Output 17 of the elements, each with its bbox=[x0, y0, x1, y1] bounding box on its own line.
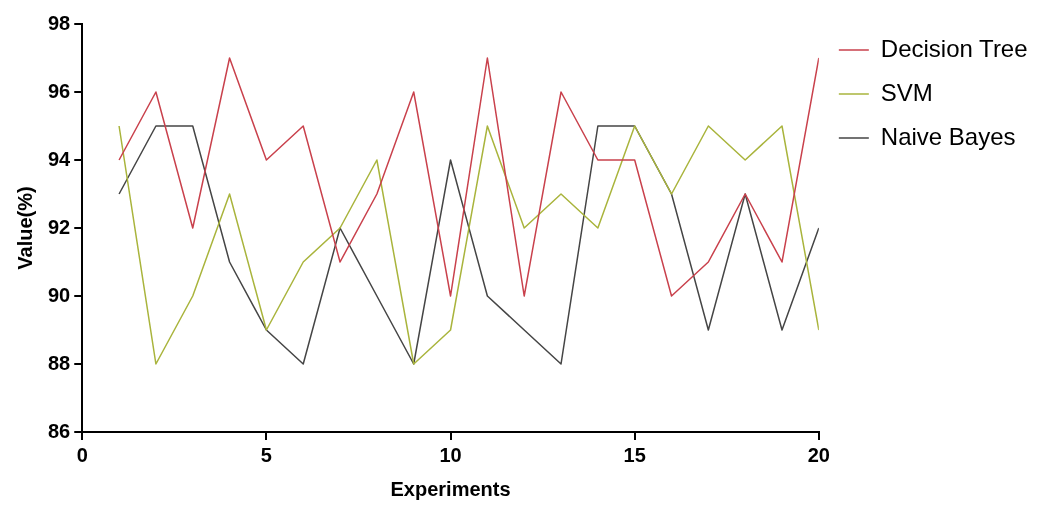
legend-label: Decision Tree bbox=[880, 34, 1028, 62]
y-tick-label: 96 bbox=[48, 79, 71, 102]
y-tick-label: 90 bbox=[48, 283, 71, 306]
x-tick-label: 15 bbox=[623, 443, 646, 466]
y-axis-title: Value(%) bbox=[13, 186, 36, 270]
x-tick-label: 10 bbox=[439, 443, 462, 466]
y-tick-label: 94 bbox=[48, 147, 72, 170]
legend-label: Naive Bayes bbox=[880, 122, 1016, 150]
x-axis-title: Experiments bbox=[390, 477, 511, 500]
y-tick-label: 86 bbox=[48, 419, 71, 442]
legend-label: SVM bbox=[880, 78, 933, 106]
x-tick-label: 5 bbox=[260, 443, 272, 466]
x-tick-label: 20 bbox=[807, 443, 830, 466]
x-tick-label: 0 bbox=[76, 443, 88, 466]
y-tick-label: 92 bbox=[48, 215, 71, 238]
y-tick-label: 88 bbox=[48, 351, 71, 374]
y-tick-label: 98 bbox=[48, 11, 71, 34]
